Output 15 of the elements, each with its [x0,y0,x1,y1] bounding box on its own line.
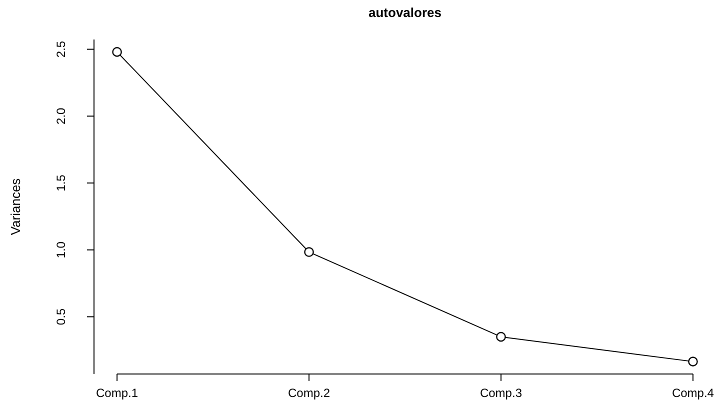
x-tick-label: Comp.4 [672,386,714,400]
y-axis-title: Variances [8,178,23,236]
point [496,332,506,342]
chart-title: autovalores [368,5,442,20]
x-tick-label: Comp.1 [96,386,138,400]
y-tick-label: 1.0 [54,241,68,258]
y-tick-label: 2.0 [54,107,68,124]
y-tick-label: 0.5 [54,308,68,326]
y-tick-label: 1.5 [54,174,68,192]
point [112,47,122,57]
point [304,247,314,257]
y-tick-label: 2.5 [54,40,68,58]
point [688,356,698,366]
x-tick-label: Comp.3 [480,386,522,400]
x-tick-label: Comp.2 [288,386,330,400]
